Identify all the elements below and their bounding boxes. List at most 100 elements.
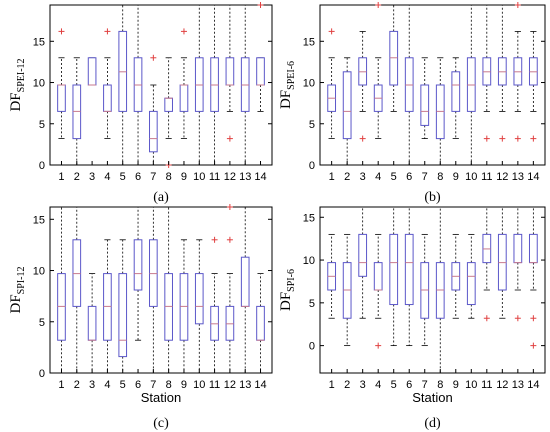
box-station-13 [513,2,523,142]
box-station-12 [225,4,235,142]
box-iqr [103,273,112,341]
x-tick-label: 6 [406,379,412,391]
x-tick-label: 7 [422,379,428,391]
box-station-5 [389,4,399,112]
box-iqr [513,233,523,264]
box-iqr [87,57,97,86]
x-tick-label: 1 [329,379,335,391]
x-tick-label: 14 [527,379,539,391]
box-station-5 [118,4,128,166]
outlier-marker [375,342,382,349]
box-station-7 [420,57,430,140]
x-tick-label: 14 [527,171,539,183]
box-station-8 [164,206,173,374]
box-station-14 [528,30,538,142]
box-station-6 [133,206,143,341]
outlier-marker [359,135,366,142]
outlier-marker [211,236,218,243]
box-station-9 [179,28,189,140]
outlier-marker [104,28,111,35]
x-tick-label: 10 [193,171,205,183]
box-station-7 [149,206,158,374]
box-station-7 [149,54,158,166]
box-station-13 [240,206,250,374]
box-station-4 [103,239,112,374]
x-axis-title: Station [412,390,452,405]
box-station-5 [118,239,128,374]
x-tick-label: 12 [224,379,236,391]
outlier-marker [530,342,537,349]
y-tick-label: 15 [303,36,315,48]
x-tick-label: 4 [104,171,110,183]
box-iqr [225,305,235,341]
outlier-marker [530,135,537,142]
x-tick-label: 2 [344,171,350,183]
box-station-8 [164,57,173,168]
y-axis-title-main: DF [8,294,24,313]
x-tick-label: 2 [74,379,80,391]
box-iqr [451,71,461,112]
x-tick-label: 9 [181,379,187,391]
y-tick-label: 10 [303,255,315,267]
y-axis-title-main: DF [278,90,294,109]
box-iqr [256,57,265,86]
x-tick-label: 2 [344,379,350,391]
x-axis-title: Station [141,390,181,405]
box-iqr [164,97,173,112]
box-iqr [389,233,399,306]
box-iqr [103,84,112,112]
x-tick-label: 10 [465,171,477,183]
x-tick-label: 1 [58,171,64,183]
box-station-1 [57,28,66,140]
x-tick-label: 3 [360,171,366,183]
x-tick-label: 3 [360,379,366,391]
x-tick-label: 5 [391,171,397,183]
x-tick-label: 7 [150,379,156,391]
box-iqr [210,305,219,341]
outlier-marker [483,135,490,142]
box-station-1 [327,233,337,319]
plot-frame [49,206,273,374]
box-iqr [404,233,414,306]
box-iqr [133,239,143,291]
x-tick-label: 8 [437,171,443,183]
x-tick-label: 1 [329,171,335,183]
y-axis-title-main: DF [278,292,294,311]
box-station-4 [373,2,383,140]
box-station-3 [358,30,368,142]
x-tick-label: 12 [496,171,508,183]
box-station-14 [256,273,265,374]
box-iqr [358,233,368,277]
outlier-marker [375,2,382,8]
box-station-2 [342,233,352,347]
box-station-1 [57,206,66,374]
box-station-14 [528,206,538,349]
outlier-marker [226,236,233,243]
box-station-2 [72,206,82,374]
x-tick-label: 9 [453,171,459,183]
y-tick-label: 15 [33,36,45,48]
box-station-8 [435,206,445,374]
x-tick-label: 9 [181,171,187,183]
box-station-11 [482,206,492,322]
box-station-10 [466,4,476,166]
box-station-12 [225,204,235,374]
outlier-marker [150,54,157,61]
y-axis-title: DFSPEI-12 [8,58,27,111]
box-station-3 [87,273,97,374]
box-station-7 [420,233,430,347]
x-tick-label: 14 [254,171,266,183]
box-station-11 [482,4,492,142]
outlier-marker [328,28,335,35]
x-tick-label: 6 [135,171,141,183]
x-tick-label: 9 [453,379,459,391]
panel-label: (a) [153,190,169,205]
box-station-9 [451,57,461,140]
y-axis-title-subscript: SPEI-12 [16,58,27,92]
box-station-6 [404,206,414,347]
y-tick-label: 5 [309,298,315,310]
